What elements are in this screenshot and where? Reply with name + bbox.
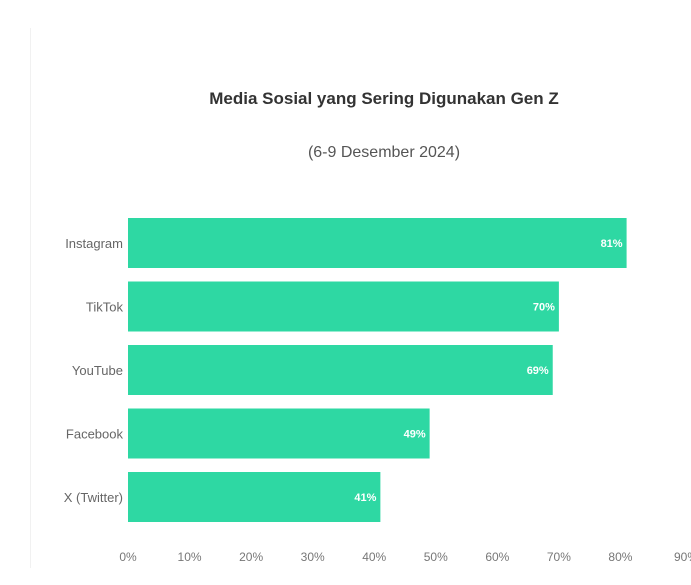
category-label-youtube: YouTube	[72, 363, 123, 378]
x-tick-label: 80%	[608, 550, 632, 564]
x-tick-label: 90%	[674, 550, 691, 564]
x-tick-label: 0%	[119, 550, 137, 564]
data-label-x-twitter: 41%	[354, 492, 376, 504]
bar-facebook	[128, 408, 430, 459]
bar-tiktok	[128, 281, 559, 332]
x-tick-label: 60%	[485, 550, 509, 564]
x-tick-label: 50%	[424, 550, 448, 564]
x-tick-label: 20%	[239, 550, 263, 564]
bar-x-twitter	[128, 472, 381, 522]
chart-subtitle: (6-9 Desember 2024)	[308, 144, 460, 161]
data-label-tiktok: 70%	[533, 302, 555, 314]
x-tick-label: 30%	[301, 550, 325, 564]
bar-youtube	[128, 345, 553, 395]
x-tick-label: 70%	[547, 550, 571, 564]
category-label-instagram: Instagram	[65, 236, 123, 251]
category-label-x-twitter: X (Twitter)	[64, 490, 123, 505]
page-frame-line	[30, 28, 31, 568]
category-label-facebook: Facebook	[66, 427, 124, 442]
x-axis-ticks: 0% 10% 20% 30% 40% 50% 60% 70% 80% 90%	[119, 550, 691, 564]
bar-instagram	[128, 218, 627, 268]
data-label-youtube: 69%	[527, 365, 549, 377]
x-tick-label: 40%	[362, 550, 386, 564]
bars-group: Instagram 81% TikTok 70% YouTube 69% Facebook 4…	[64, 218, 627, 522]
chart-title: Media Sosial yang Sering Digunakan Gen Z	[209, 89, 559, 108]
data-label-instagram: 81%	[601, 238, 623, 250]
data-label-facebook: 49%	[404, 429, 426, 441]
x-tick-label: 10%	[178, 550, 202, 564]
category-label-tiktok: TikTok	[86, 300, 124, 315]
